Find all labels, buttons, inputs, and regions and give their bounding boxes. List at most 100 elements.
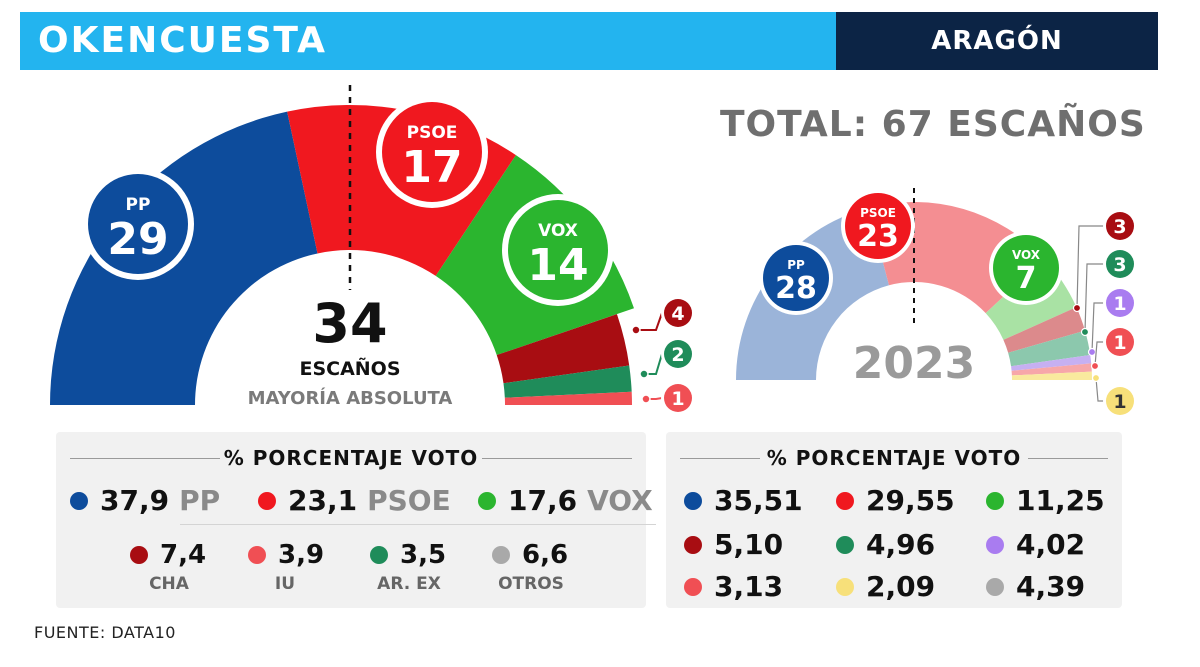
badge-fill [1106,212,1134,240]
party-name: CHA [149,574,189,594]
majority-sublabel: MAYORÍA ABSOLUTA [248,387,453,409]
leader-dot [1080,327,1090,337]
vote-entry-iu: 3,9 [248,540,324,570]
vote-panel-2023: % PORCENTAJE VOTO 35,51 29,55 11,25 5,10 4,9… [666,432,1122,608]
seat-segment-2023 [1011,363,1092,376]
badge-fill [382,102,482,202]
seat-badge-2023-minor: 1 [1091,373,1137,418]
badge-seats: 1 [1113,293,1126,315]
badge-party: VOX [1012,248,1041,262]
badge-fill [508,200,608,300]
badge-party: PSOE [860,206,896,220]
vote-value: 2,09 [866,570,936,603]
badge-party: PP [126,195,151,215]
badge-seats: 3 [1113,254,1126,276]
legend-dot [986,577,1004,596]
vote-entry-arex: 3,5 [370,540,446,570]
legend-dot [248,546,266,564]
leader-dot [1091,373,1101,383]
title-rule-right [1028,458,1108,459]
vote-value: 35,51 [714,484,803,517]
legend-dot [70,491,88,510]
badge-seats: 2 [671,344,684,366]
legend-dot [836,535,854,554]
legend-dot [986,491,1004,510]
legend-dot [492,546,510,564]
badge-seats: 23 [857,219,899,254]
party-name: OTROS [498,574,564,594]
leader-dot [639,369,649,379]
party-name: AR. EX [377,574,441,594]
vote-value: 17,6 [508,484,578,517]
vote-value: 3,5 [400,540,447,570]
majority-label: ESCAÑOS [299,356,400,380]
vote-value: 5,10 [714,528,784,561]
party-name: PP [179,484,221,517]
seat-segment-2023 [1003,307,1086,353]
title-rule-left [70,458,220,459]
seat-badge-2023-minor: 3 [1072,209,1137,313]
badge-seats: 4 [671,303,684,325]
vote-entry-psoe: 23,1 PSOE [258,484,451,517]
vote-value: 4,96 [866,528,936,561]
badge-party: PSOE [407,123,458,143]
legend-dot [684,577,702,596]
vote-entry-2023: 4,96 [836,528,935,561]
legend-dot [258,491,276,510]
badge-leader [636,312,663,331]
badge-leader [1076,225,1104,309]
leader-dot [1087,347,1097,357]
leader-dot [641,394,651,404]
vote-entry-2023: 29,55 [836,484,955,517]
leader-dot [1072,303,1082,313]
seat-badge-cha: 4 [631,296,695,335]
vote-entry-2023: 2,09 [836,570,935,603]
seat-badge-2023-minor: 1 [1090,325,1137,371]
legend-dot [684,535,702,554]
vote-value: 29,55 [866,484,955,517]
vote-value: 37,9 [100,484,170,517]
leader-dot [631,325,641,335]
badge-fill [1106,387,1134,415]
vote-entry-2023: 4,02 [986,528,1085,561]
legend-dot [130,546,148,564]
badge-fill [664,384,692,412]
seat-badge-2023-minor: 3 [1080,247,1137,337]
year-label: 2023 [853,338,975,389]
region-title: ARAGÓN [931,26,1063,56]
vote-value: 4,39 [1016,570,1086,603]
badge-fill [664,340,692,368]
legend-dot [836,491,854,510]
vote-value: 7,4 [160,540,207,570]
vote-value: 11,25 [1016,484,1105,517]
vote-entry-pp: 37,9 PP [70,484,220,517]
badge-leader [1094,341,1104,367]
badge-leader [1095,377,1104,402]
legend-dot [986,535,1004,554]
badge-fill [88,174,188,274]
badge-seats: 1 [671,388,684,410]
badge-seats: 14 [527,240,588,291]
brand-bar: OKENCUESTA [20,12,836,70]
vote-panel-title: % PORCENTAJE VOTO [223,446,479,470]
badge-fill [1106,328,1134,356]
leader-dot [1090,361,1100,371]
seat-badge-iu: 1 [641,381,695,415]
source-note: FUENTE: DATA10 [34,623,176,642]
seat-segment-arex [503,365,632,398]
vote-entry-2023: 35,51 [684,484,803,517]
badge-fill [993,235,1059,301]
vote-value: 3,13 [714,570,784,603]
seat-badge-2023-minor: 1 [1087,286,1137,357]
badge-leader [1091,302,1104,353]
legend-dot [684,491,702,510]
region-bar: ARAGÓN [836,12,1158,70]
party-name: PSOE [367,484,451,517]
row-separator [180,524,656,525]
